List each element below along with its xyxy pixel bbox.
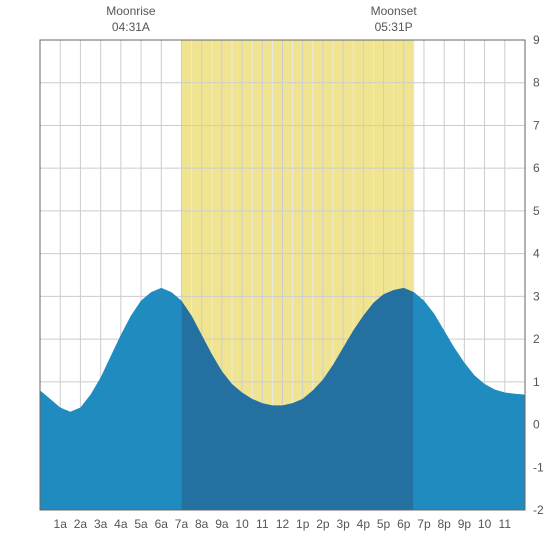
moonrise-time: 04:31A bbox=[101, 20, 161, 36]
y-tick-label: 2 bbox=[533, 332, 540, 346]
y-tick-label: 9 bbox=[533, 33, 540, 47]
x-tick-label: 10 bbox=[478, 517, 492, 531]
moonset-annotation: Moonset 05:31P bbox=[364, 4, 424, 35]
y-tick-label: -1 bbox=[533, 460, 544, 474]
y-tick-label: 3 bbox=[533, 289, 540, 303]
moonset-time: 05:31P bbox=[364, 20, 424, 36]
x-tick-label: 2a bbox=[74, 517, 88, 531]
y-tick-label: 0 bbox=[533, 418, 540, 432]
x-tick-label: 4p bbox=[357, 517, 371, 531]
x-tick-label: 9a bbox=[215, 517, 229, 531]
y-tick-label: 4 bbox=[533, 247, 540, 261]
moonrise-annotation: Moonrise 04:31A bbox=[101, 4, 161, 35]
x-tick-label: 5a bbox=[134, 517, 148, 531]
x-tick-label: 5p bbox=[377, 517, 391, 531]
x-tick-label: 3p bbox=[336, 517, 350, 531]
y-tick-label: 5 bbox=[533, 204, 540, 218]
x-tick-label: 8a bbox=[195, 517, 209, 531]
y-tick-label: 7 bbox=[533, 118, 540, 132]
moonset-label: Moonset bbox=[364, 4, 424, 20]
x-tick-label: 1a bbox=[54, 517, 68, 531]
tide-chart: Moonrise 04:31A Moonset 05:31P 1a2a3a4a5… bbox=[0, 0, 550, 550]
y-tick-label: 1 bbox=[533, 375, 540, 389]
x-tick-label: 7p bbox=[417, 517, 431, 531]
x-tick-label: 11 bbox=[499, 517, 512, 531]
x-tick-label: 6p bbox=[397, 517, 411, 531]
x-tick-label: 4a bbox=[114, 517, 128, 531]
x-tick-label: 11 bbox=[256, 517, 269, 531]
y-tick-label: 6 bbox=[533, 161, 540, 175]
x-tick-label: 10 bbox=[235, 517, 249, 531]
x-tick-label: 9p bbox=[458, 517, 472, 531]
x-tick-label: 8p bbox=[437, 517, 451, 531]
moonrise-label: Moonrise bbox=[101, 4, 161, 20]
y-tick-label: -2 bbox=[533, 503, 544, 517]
x-tick-label: 6a bbox=[155, 517, 169, 531]
y-tick-label: 8 bbox=[533, 76, 540, 90]
x-tick-label: 2p bbox=[316, 517, 330, 531]
x-tick-label: 12 bbox=[276, 517, 290, 531]
x-tick-label: 3a bbox=[94, 517, 108, 531]
chart-svg: 1a2a3a4a5a6a7a8a9a1011121p2p3p4p5p6p7p8p… bbox=[0, 0, 550, 550]
x-tick-label: 7a bbox=[175, 517, 189, 531]
x-tick-label: 1p bbox=[296, 517, 310, 531]
